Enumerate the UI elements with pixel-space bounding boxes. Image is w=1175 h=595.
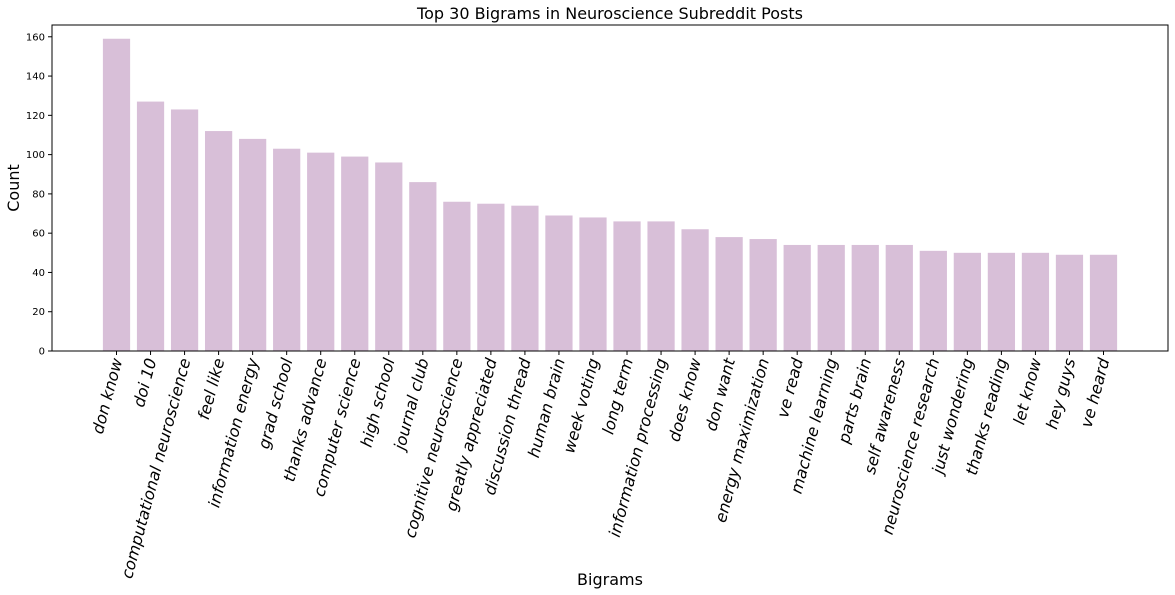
bars-group — [102, 38, 1118, 351]
x-tick-label: does know — [664, 355, 705, 443]
bar — [477, 203, 505, 351]
bar — [443, 201, 471, 351]
x-tick-label: computational neuroscience — [117, 356, 194, 581]
y-axis-ticks: 0 20 40 60 80 100 120 140 160 — [26, 32, 52, 358]
bar — [409, 182, 437, 351]
plot-frame — [51, 24, 1169, 352]
y-tick-label: 40 — [32, 268, 45, 279]
y-tick-label: 100 — [26, 150, 45, 161]
bar — [817, 244, 845, 351]
bar — [987, 252, 1016, 351]
bar — [102, 38, 131, 351]
bar — [341, 156, 369, 351]
bar — [749, 239, 777, 351]
bar — [681, 229, 709, 351]
x-tick-label: parts brain — [834, 356, 875, 446]
bar — [375, 162, 403, 351]
bar — [613, 221, 641, 351]
bar — [715, 237, 743, 351]
x-tick-label: ve heard — [1077, 355, 1114, 429]
bar — [170, 109, 199, 351]
bar — [1089, 254, 1118, 351]
x-tick-label: doi 10 — [129, 356, 160, 409]
chart-title: Top 30 Bigrams in Neuroscience Subreddit… — [416, 4, 803, 23]
y-tick-label: 120 — [26, 111, 45, 122]
x-tick-label: don want — [701, 355, 739, 433]
bar — [851, 244, 879, 351]
y-tick-label: 0 — [39, 347, 45, 358]
y-axis-label: Count — [4, 164, 23, 212]
bar — [885, 244, 913, 351]
x-tick-label: feel like — [194, 356, 229, 422]
bar — [204, 131, 233, 351]
x-tick-label: long term — [598, 356, 637, 436]
y-tick-label: 160 — [26, 32, 45, 43]
plot-background — [52, 25, 1168, 351]
y-tick-label: 80 — [32, 189, 45, 200]
bar — [919, 250, 947, 351]
x-tick-label: don know — [88, 355, 127, 436]
bar — [307, 152, 335, 351]
x-tick-label: ve read — [773, 355, 807, 419]
y-tick-label: 20 — [32, 307, 45, 318]
bar — [511, 205, 539, 351]
bar — [953, 252, 981, 351]
bar — [579, 217, 607, 351]
bar — [783, 244, 811, 351]
x-axis-label: Bigrams — [577, 570, 643, 589]
bar — [1055, 254, 1084, 351]
x-tick-label: hey guys — [1042, 356, 1079, 431]
bar — [545, 215, 573, 351]
bar — [239, 138, 267, 351]
bar — [647, 221, 675, 351]
bar — [1021, 252, 1050, 351]
y-tick-label: 140 — [26, 72, 45, 83]
bar — [273, 148, 301, 351]
y-tick-label: 60 — [32, 229, 45, 240]
x-tick-label: let know — [1009, 355, 1045, 426]
bar — [136, 101, 165, 351]
